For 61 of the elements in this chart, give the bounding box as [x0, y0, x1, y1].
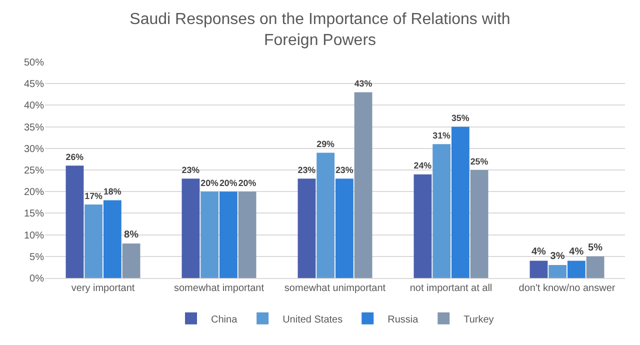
- y-tick-label: 5%: [30, 252, 44, 263]
- bar: [316, 152, 335, 278]
- y-tick-label: 40%: [24, 100, 44, 112]
- legend-label: United States: [282, 314, 343, 326]
- bar: [103, 200, 122, 278]
- bar: [335, 178, 354, 278]
- y-tick-label: 25%: [24, 166, 44, 176]
- x-tick-label: don't know/no answer: [518, 283, 616, 294]
- bar: [470, 170, 488, 278]
- bar: [451, 126, 470, 278]
- x-tick-label: very important: [71, 283, 135, 294]
- bar: [548, 265, 567, 278]
- data-label: 5%: [588, 242, 603, 254]
- data-label: 20%: [238, 178, 256, 188]
- data-label: 17%: [84, 190, 103, 201]
- bar: [567, 260, 586, 278]
- x-tick-label: not important at all: [410, 283, 492, 294]
- x-tick-label: somewhat important: [174, 283, 264, 294]
- y-tick-label: 15%: [24, 208, 44, 220]
- data-label: 23%: [298, 164, 316, 175]
- data-label: 23%: [335, 164, 354, 175]
- bar: [354, 92, 372, 278]
- data-label: 18%: [103, 186, 122, 197]
- y-tick-label: 45%: [24, 79, 44, 90]
- legend-label: Russia: [388, 314, 419, 326]
- bar: [219, 192, 238, 278]
- bar: [182, 178, 200, 278]
- bar: [238, 192, 256, 278]
- data-label: 20%: [219, 178, 238, 188]
- data-label: 26%: [66, 152, 84, 162]
- bar: [84, 204, 103, 278]
- data-label: 43%: [354, 78, 372, 89]
- data-label: 20%: [200, 178, 219, 188]
- legend-label: China: [211, 314, 238, 326]
- bar: [298, 178, 316, 278]
- data-label: 31%: [432, 130, 451, 140]
- bar: [586, 256, 604, 278]
- data-label: 4%: [531, 246, 546, 258]
- bar: [530, 260, 548, 278]
- y-tick-label: 35%: [24, 122, 44, 134]
- chart-title: Saudi Responses on the Importance of Relations with Foreign Powers: [130, 11, 510, 49]
- y-tick-label: 30%: [24, 144, 44, 155]
- y-tick-label: 20%: [24, 187, 44, 198]
- y-tick-label: 0%: [30, 274, 44, 284]
- data-label: 8%: [124, 229, 139, 240]
- x-tick-label: somewhat unimportant: [284, 283, 386, 294]
- data-label: 35%: [451, 113, 470, 124]
- y-tick-label: 10%: [24, 230, 44, 242]
- y-tick-label: 50%: [24, 58, 44, 68]
- data-label: 29%: [316, 139, 335, 150]
- bar: [432, 144, 451, 278]
- data-label: 3%: [550, 251, 565, 262]
- data-label: 25%: [470, 156, 488, 166]
- bar: [66, 166, 84, 278]
- data-label: 4%: [569, 246, 584, 258]
- data-label: 23%: [182, 164, 200, 175]
- data-label: 24%: [414, 160, 432, 171]
- legend-label: Turkey: [464, 314, 494, 326]
- bar: [414, 174, 432, 278]
- bar: [200, 192, 219, 278]
- bar: [122, 243, 140, 278]
